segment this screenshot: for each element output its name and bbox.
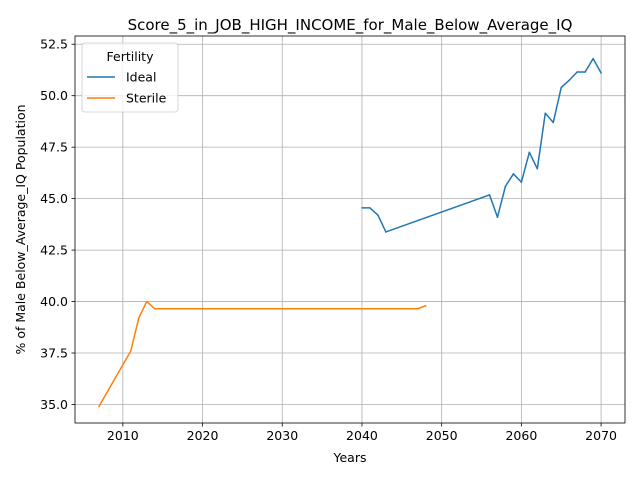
legend-title: Fertility	[107, 49, 155, 64]
y-tick-label: 40.0	[40, 294, 68, 309]
grid	[75, 36, 625, 423]
data-point-sterile	[417, 308, 419, 310]
data-point-ideal	[600, 72, 602, 74]
data-point-sterile	[145, 300, 148, 303]
data-point-ideal	[576, 71, 578, 73]
data-point-ideal	[520, 181, 523, 183]
y-tick-label: 47.5	[40, 140, 68, 155]
x-tick-label: 2030	[266, 428, 298, 443]
series-lines	[98, 57, 602, 408]
data-point-ideal	[369, 207, 371, 209]
data-point-ideal	[512, 173, 515, 175]
data-point-ideal	[560, 86, 562, 89]
legend-box	[81, 42, 179, 113]
data-point-ideal	[488, 194, 491, 196]
x-tick-label: 2060	[505, 428, 537, 443]
data-point-ideal	[504, 185, 507, 188]
data-point-ideal	[361, 207, 363, 209]
data-point-sterile	[138, 317, 140, 319]
y-tick-label: 35.0	[40, 397, 68, 412]
data-point-ideal	[584, 71, 586, 73]
y-tick-label: 42.5	[40, 243, 68, 258]
data-point-ideal	[528, 151, 531, 154]
y-axis-title: % of Male Below_Average_IQ Population	[13, 104, 28, 354]
y-tick-label: 52.5	[40, 37, 68, 52]
y-tick-label: 50.0	[40, 88, 68, 103]
y-tick-label: 37.5	[40, 346, 68, 361]
series-line-ideal	[361, 57, 602, 233]
data-point-ideal	[552, 121, 555, 124]
x-tick-label: 2070	[585, 428, 617, 443]
legend-label-sterile: Sterile	[126, 91, 167, 106]
y-tick-label: 45.0	[40, 191, 68, 206]
series-line-sterile	[98, 300, 426, 407]
plot-frame	[74, 35, 626, 424]
x-tick-label: 2010	[107, 428, 139, 443]
data-point-sterile	[153, 308, 156, 310]
x-tick-label: 2050	[426, 428, 458, 443]
x-tick-label: 2040	[346, 428, 378, 443]
data-point-ideal	[592, 57, 594, 60]
data-point-ideal	[536, 168, 539, 170]
legend-label-ideal: Ideal	[126, 70, 156, 85]
x-axis-title: Years	[333, 450, 367, 465]
legend: Fertility Ideal Sterile	[81, 42, 179, 113]
data-point-sterile	[98, 405, 100, 408]
data-point-ideal	[544, 112, 547, 114]
data-point-ideal	[496, 216, 499, 218]
ticks: 2010 2020 2030 2040 2050 2060 2070 35.0 37.5 40.0…	[40, 37, 617, 443]
data-point-ideal	[377, 214, 379, 216]
data-point-sterile	[130, 350, 132, 352]
data-point-ideal	[568, 79, 570, 82]
data-point-sterile	[424, 304, 427, 307]
chart-title: Score_5_in_JOB_HIGH_INCOME_for_Male_Belo…	[128, 16, 573, 35]
x-tick-label: 2020	[187, 428, 219, 443]
data-point-ideal	[385, 231, 387, 233]
